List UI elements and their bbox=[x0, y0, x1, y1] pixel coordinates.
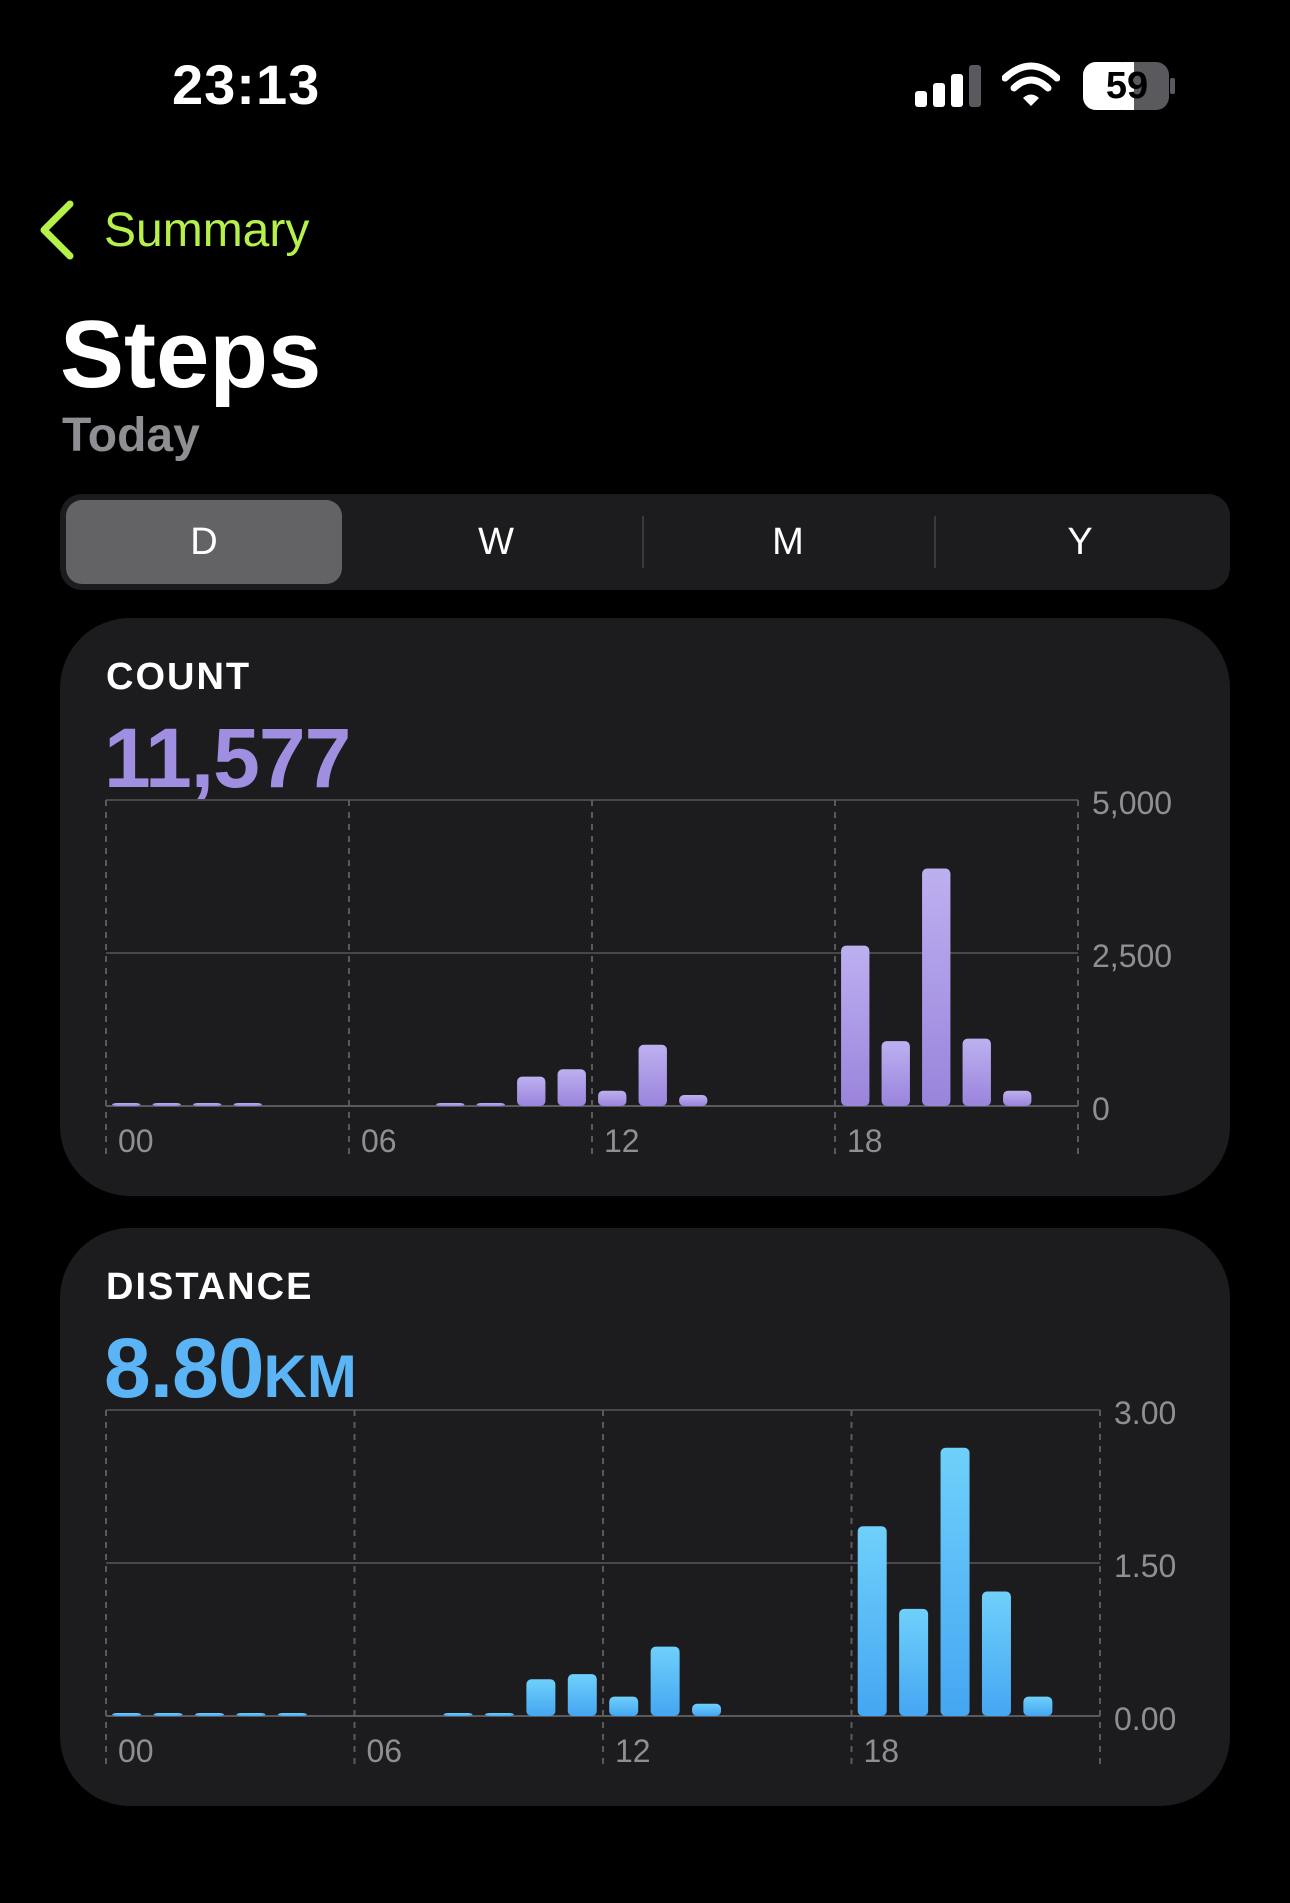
distance-x-tick: 00 bbox=[118, 1733, 154, 1769]
count-bar bbox=[881, 1041, 910, 1106]
page-subtitle: Today bbox=[62, 409, 200, 462]
wifi-icon bbox=[1002, 62, 1060, 106]
distance-card[interactable]: DISTANCE 8.80KM 3.00 1.50 0.00 00 06 12 18 bbox=[60, 1228, 1230, 1806]
count-bar bbox=[233, 1103, 262, 1106]
distance-x-tick: 06 bbox=[367, 1733, 403, 1769]
count-x-tick: 06 bbox=[361, 1123, 397, 1159]
battery-icon bbox=[1083, 62, 1175, 110]
chevron-left-icon bbox=[40, 200, 74, 260]
distance-bar bbox=[277, 1713, 307, 1716]
count-y-tick: 0 bbox=[1092, 1091, 1110, 1127]
distance-chart: 3.00 1.50 0.00 00 06 12 18 bbox=[105, 1395, 1176, 1769]
distance-bar bbox=[236, 1713, 266, 1716]
distance-number: 8.80 bbox=[104, 1321, 264, 1415]
count-card[interactable]: COUNT 11,577 5,000 2,500 0 00 06 12 18 bbox=[60, 618, 1230, 1196]
count-bar bbox=[598, 1090, 627, 1106]
count-bar bbox=[476, 1103, 505, 1106]
distance-bar bbox=[484, 1713, 514, 1716]
distance-bar bbox=[899, 1608, 929, 1716]
distance-bar bbox=[609, 1696, 639, 1716]
cellular-signal-icon bbox=[915, 65, 981, 107]
count-bar bbox=[152, 1103, 181, 1106]
distance-bar bbox=[857, 1526, 887, 1716]
status-time: 23:13 bbox=[172, 53, 321, 116]
period-segmented-control: D W M Y bbox=[60, 494, 1230, 590]
count-bar bbox=[1003, 1090, 1032, 1106]
count-value: 11,577 bbox=[104, 711, 351, 805]
segment-week[interactable]: W bbox=[478, 521, 514, 563]
count-y-tick: 2,500 bbox=[1092, 938, 1172, 974]
distance-unit: KM bbox=[263, 1343, 357, 1410]
segment-divider bbox=[642, 516, 644, 568]
segment-day[interactable]: D bbox=[66, 500, 342, 584]
segment-divider bbox=[934, 516, 936, 568]
distance-y-tick: 3.00 bbox=[1114, 1395, 1176, 1431]
count-x-tick: 00 bbox=[118, 1123, 154, 1159]
segment-month[interactable]: M bbox=[772, 521, 804, 563]
page-title: Steps bbox=[60, 301, 322, 408]
count-bar bbox=[517, 1076, 546, 1106]
count-bar bbox=[193, 1103, 222, 1106]
distance-x-tick: 12 bbox=[615, 1733, 651, 1769]
distance-bar bbox=[443, 1713, 473, 1716]
status-bar: 23:13 59 bbox=[0, 0, 1290, 175]
distance-bar bbox=[567, 1674, 597, 1716]
distance-bar bbox=[526, 1679, 556, 1716]
distance-bar bbox=[195, 1713, 225, 1716]
back-label: Summary bbox=[104, 203, 310, 257]
distance-x-tick: 18 bbox=[864, 1733, 900, 1769]
distance-bar bbox=[1023, 1696, 1053, 1716]
count-x-tick: 12 bbox=[604, 1123, 640, 1159]
count-bar bbox=[962, 1038, 991, 1106]
distance-label: DISTANCE bbox=[106, 1266, 314, 1308]
count-bar bbox=[638, 1044, 667, 1106]
distance-bar bbox=[112, 1713, 142, 1716]
count-bar bbox=[557, 1069, 586, 1106]
distance-value: 8.80KM bbox=[104, 1320, 357, 1417]
distance-bar bbox=[153, 1713, 183, 1716]
distance-y-tick: 1.50 bbox=[1114, 1548, 1176, 1584]
segment-year[interactable]: Y bbox=[1067, 521, 1093, 563]
count-bar bbox=[679, 1094, 708, 1106]
distance-bar bbox=[650, 1646, 680, 1716]
distance-bar bbox=[692, 1703, 722, 1716]
count-bar bbox=[112, 1103, 141, 1106]
count-x-tick: 18 bbox=[847, 1123, 883, 1159]
count-label: COUNT bbox=[106, 656, 252, 698]
count-bar bbox=[841, 945, 870, 1106]
count-y-tick: 5,000 bbox=[1092, 785, 1172, 821]
battery-level: 59 bbox=[1105, 65, 1149, 107]
distance-y-tick: 0.00 bbox=[1114, 1701, 1176, 1737]
distance-bar bbox=[981, 1591, 1011, 1716]
count-bar bbox=[436, 1103, 465, 1106]
distance-bar bbox=[940, 1447, 970, 1716]
count-bar bbox=[922, 868, 951, 1106]
back-button[interactable]: Summary bbox=[38, 195, 309, 265]
